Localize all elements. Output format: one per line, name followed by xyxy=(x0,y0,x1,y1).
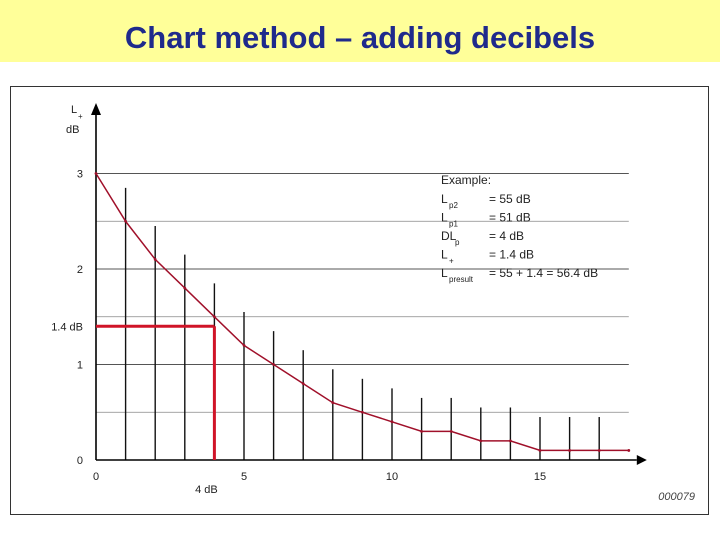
title-bar: Chart method – adding decibels xyxy=(0,0,720,62)
example-symbol: DL xyxy=(441,229,457,243)
data-point xyxy=(479,439,483,443)
example-value: = 51 dB xyxy=(489,211,531,225)
data-point xyxy=(124,219,127,223)
y-tick-label: 2 xyxy=(77,264,83,276)
example-symbol: L xyxy=(441,248,448,262)
example-subscript: p1 xyxy=(449,220,458,229)
data-point xyxy=(449,429,453,433)
y-axis-label-unit: dB xyxy=(66,124,79,136)
data-point xyxy=(94,172,98,175)
example-heading: Example: xyxy=(441,173,491,187)
slide-title: Chart method – adding decibels xyxy=(124,20,596,55)
highlight-x-label: 4 dB xyxy=(195,484,218,496)
x-tick-label: 0 xyxy=(93,471,99,483)
y-axis-arrow xyxy=(91,103,101,115)
highlight-y-label: 1.4 dB xyxy=(51,321,83,333)
data-point xyxy=(420,429,423,433)
data-point xyxy=(183,286,187,290)
example-value: = 1.4 dB xyxy=(489,248,534,262)
data-point xyxy=(242,344,246,347)
x-tick-label: 5 xyxy=(241,471,247,483)
y-axis-label-main: L xyxy=(71,104,77,116)
data-point xyxy=(597,449,601,452)
y-tick-label: 0 xyxy=(77,455,83,467)
data-point xyxy=(509,439,512,443)
x-axis-arrow xyxy=(636,455,647,465)
y-axis-label-sub: + xyxy=(78,112,83,121)
data-point xyxy=(390,420,394,424)
x-tick-label: 15 xyxy=(534,471,546,483)
example-value: = 55 + 1.4 = 56.4 dB xyxy=(489,266,598,280)
example-value: = 55 dB xyxy=(489,192,531,206)
data-point xyxy=(301,382,305,385)
example-subscript: p xyxy=(455,238,460,247)
data-point xyxy=(331,401,335,405)
y-tick-label: 1 xyxy=(77,360,83,372)
data-point xyxy=(568,449,571,452)
figure-id: 000079 xyxy=(658,491,695,503)
example-symbol: L xyxy=(441,192,448,206)
example-symbol: L xyxy=(441,266,448,280)
data-point xyxy=(627,449,631,452)
y-tick-label: 3 xyxy=(77,169,83,181)
data-point xyxy=(361,410,364,414)
example-subscript: p2 xyxy=(449,201,458,210)
data-point xyxy=(213,315,216,319)
example-subscript: presult xyxy=(449,275,474,284)
x-tick-label: 10 xyxy=(386,471,398,483)
data-point xyxy=(272,363,275,366)
example-value: = 4 dB xyxy=(489,229,524,243)
data-point xyxy=(153,258,157,261)
example-subscript: + xyxy=(449,257,454,266)
example-symbol: L xyxy=(441,211,448,225)
data-point xyxy=(538,449,542,452)
